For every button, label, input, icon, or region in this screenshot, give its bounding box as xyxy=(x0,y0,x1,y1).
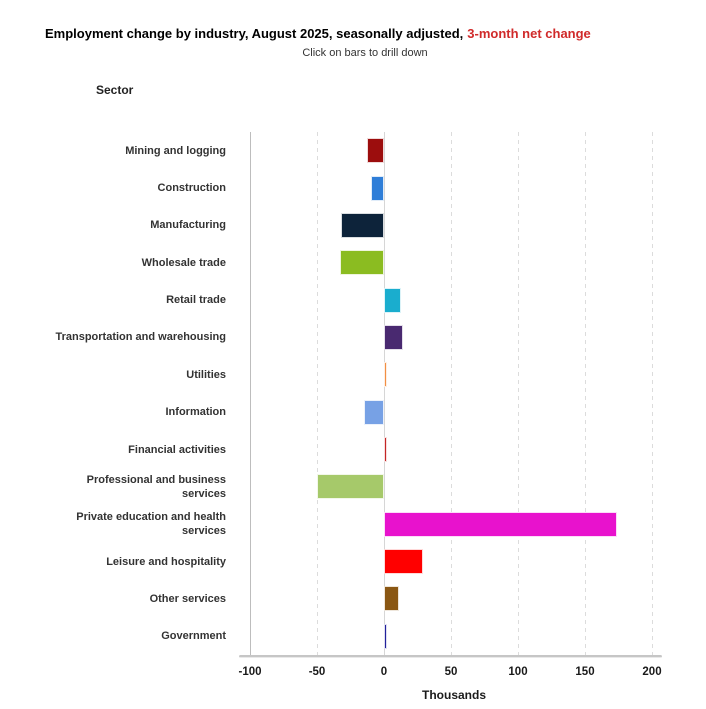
category-label-retail-trade: Retail trade xyxy=(166,294,226,307)
gridline-150 xyxy=(585,132,586,655)
zero-line xyxy=(384,132,385,655)
bar-private-education-and-health-services[interactable] xyxy=(384,511,618,537)
category-label-other-services: Other services xyxy=(149,592,226,605)
chart-title-highlight: 3-month net change xyxy=(467,26,591,41)
bar-other-services[interactable] xyxy=(384,586,399,612)
x-tick-200: 200 xyxy=(642,666,662,678)
gridline-200 xyxy=(652,132,653,655)
bar-leisure-and-hospitality[interactable] xyxy=(384,549,423,575)
bar-information[interactable] xyxy=(363,399,384,425)
bar-government[interactable] xyxy=(384,623,387,649)
category-label-utilities: Utilities xyxy=(186,368,226,381)
chart-title-main: Employment change by industry, August 20… xyxy=(45,26,464,41)
x-axis-title: Thousands xyxy=(421,688,487,702)
chart-subtitle: Click on bars to drill down xyxy=(302,47,428,59)
chart-title: Employment change by industry, August 20… xyxy=(45,26,665,41)
category-label-manufacturing: Manufacturing xyxy=(150,219,226,232)
category-label-transportation-and-warehousing: Transportation and warehousing xyxy=(55,331,226,344)
category-label-wholesale-trade: Wholesale trade xyxy=(141,256,226,269)
bar-mining-and-logging[interactable] xyxy=(366,138,384,164)
x-tick-50: 50 xyxy=(444,666,458,678)
category-label-financial-activities: Financial activities xyxy=(128,443,226,456)
gridline-100 xyxy=(518,132,519,655)
gridline--50 xyxy=(317,132,318,655)
bar-financial-activities[interactable] xyxy=(384,437,387,463)
category-label-leisure-and-hospitality: Leisure and hospitality xyxy=(106,555,226,568)
bar-utilities[interactable] xyxy=(384,362,387,388)
x-tick-150: 150 xyxy=(575,666,595,678)
bar-wholesale-trade[interactable] xyxy=(339,250,384,276)
x-tick--50: -50 xyxy=(308,666,326,678)
bar-retail-trade[interactable] xyxy=(384,287,402,313)
category-label-information: Information xyxy=(165,406,227,419)
bar-construction[interactable] xyxy=(370,175,384,201)
x-tick--100: -100 xyxy=(238,666,262,678)
y-axis-title: Sector xyxy=(96,83,134,97)
category-label-private-education-and-health-services: Private education and health services xyxy=(76,511,226,538)
gridline-50 xyxy=(451,132,452,655)
x-axis-line xyxy=(239,655,662,658)
y-axis-line xyxy=(250,132,251,655)
bar-manufacturing[interactable] xyxy=(341,212,384,238)
x-tick-0: 0 xyxy=(380,666,388,678)
category-label-construction: Construction xyxy=(157,182,226,195)
bar-professional-and-business-services[interactable] xyxy=(317,474,384,500)
category-label-mining-and-logging: Mining and logging xyxy=(125,144,226,157)
category-label-government: Government xyxy=(161,630,226,643)
bar-transportation-and-warehousing[interactable] xyxy=(384,324,403,350)
category-label-professional-and-business-services: Professional and business services xyxy=(86,473,226,500)
x-tick-100: 100 xyxy=(508,666,528,678)
